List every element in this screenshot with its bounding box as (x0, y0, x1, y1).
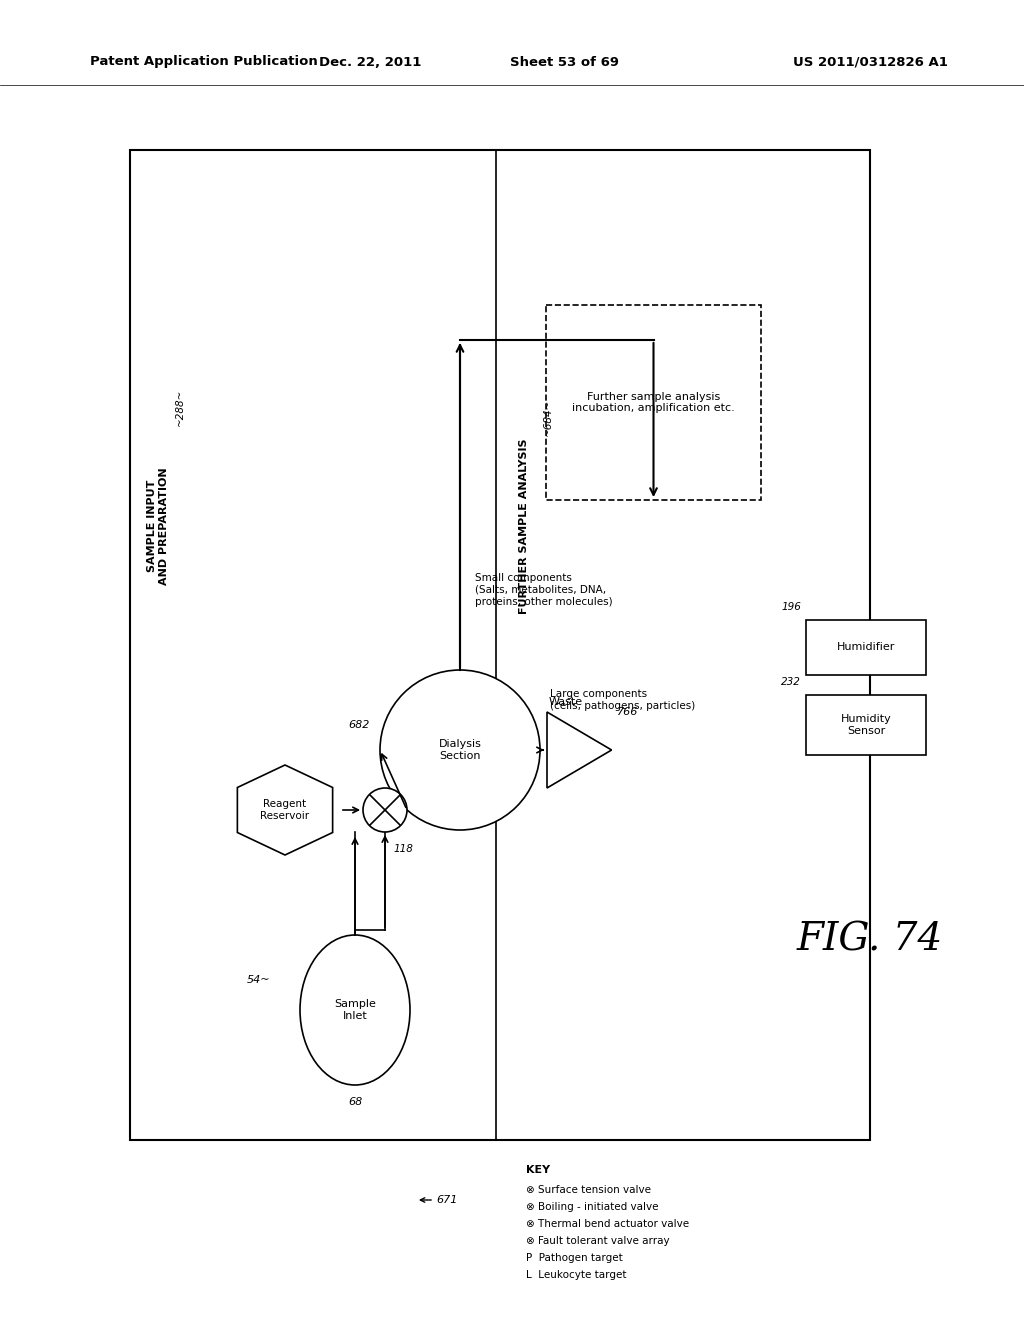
Text: US 2011/0312826 A1: US 2011/0312826 A1 (793, 55, 947, 69)
Polygon shape (238, 766, 333, 855)
Circle shape (380, 671, 540, 830)
Text: 196: 196 (781, 602, 801, 612)
Text: FURTHER SAMPLE ANALYSIS: FURTHER SAMPLE ANALYSIS (519, 438, 529, 614)
Text: 68: 68 (348, 1097, 362, 1107)
Text: Sheet 53 of 69: Sheet 53 of 69 (511, 55, 620, 69)
Text: FIG. 74: FIG. 74 (797, 921, 943, 958)
Text: Humidifier: Humidifier (837, 643, 895, 652)
Text: Sample
Inlet: Sample Inlet (334, 999, 376, 1020)
Text: ~684~: ~684~ (543, 399, 553, 436)
Text: P  Pathogen target: P Pathogen target (526, 1253, 623, 1263)
Text: 671: 671 (436, 1195, 458, 1205)
Text: L  Leukocyte target: L Leukocyte target (526, 1270, 627, 1280)
Text: SAMPLE INPUT
AND PREPARATION: SAMPLE INPUT AND PREPARATION (147, 467, 169, 585)
Text: Patent Application Publication: Patent Application Publication (90, 55, 317, 69)
Text: Dialysis
Section: Dialysis Section (438, 739, 481, 760)
Text: ⊗ Fault tolerant valve array: ⊗ Fault tolerant valve array (526, 1236, 670, 1246)
Text: 766: 766 (616, 708, 638, 717)
Text: Reagent
Reservoir: Reagent Reservoir (260, 799, 309, 821)
Circle shape (362, 788, 407, 832)
Text: 232: 232 (781, 677, 801, 686)
Text: ⊗ Surface tension valve: ⊗ Surface tension valve (526, 1185, 651, 1195)
Text: Waste: Waste (549, 697, 583, 708)
Text: Small components
(Salts, metabolites, DNA,
proteins, other molecules): Small components (Salts, metabolites, DN… (475, 573, 612, 607)
Text: Further sample analysis
incubation, amplification etc.: Further sample analysis incubation, ampl… (572, 392, 735, 413)
Ellipse shape (300, 935, 410, 1085)
Text: ~288~: ~288~ (175, 388, 185, 426)
Text: Dec. 22, 2011: Dec. 22, 2011 (318, 55, 421, 69)
FancyBboxPatch shape (806, 620, 926, 675)
Text: 118: 118 (393, 843, 413, 854)
Text: 54~: 54~ (247, 975, 270, 985)
FancyBboxPatch shape (546, 305, 761, 500)
Bar (130, 150, 870, 1140)
Text: ⊗ Thermal bend actuator valve: ⊗ Thermal bend actuator valve (526, 1218, 689, 1229)
Text: Humidity
Sensor: Humidity Sensor (841, 714, 891, 735)
Text: 682: 682 (348, 719, 370, 730)
Text: Large components
(cells, pathogens, particles): Large components (cells, pathogens, part… (550, 689, 695, 710)
Polygon shape (547, 711, 611, 788)
FancyBboxPatch shape (806, 696, 926, 755)
Text: ⊗ Boiling - initiated valve: ⊗ Boiling - initiated valve (526, 1203, 658, 1212)
Text: KEY: KEY (526, 1166, 550, 1175)
